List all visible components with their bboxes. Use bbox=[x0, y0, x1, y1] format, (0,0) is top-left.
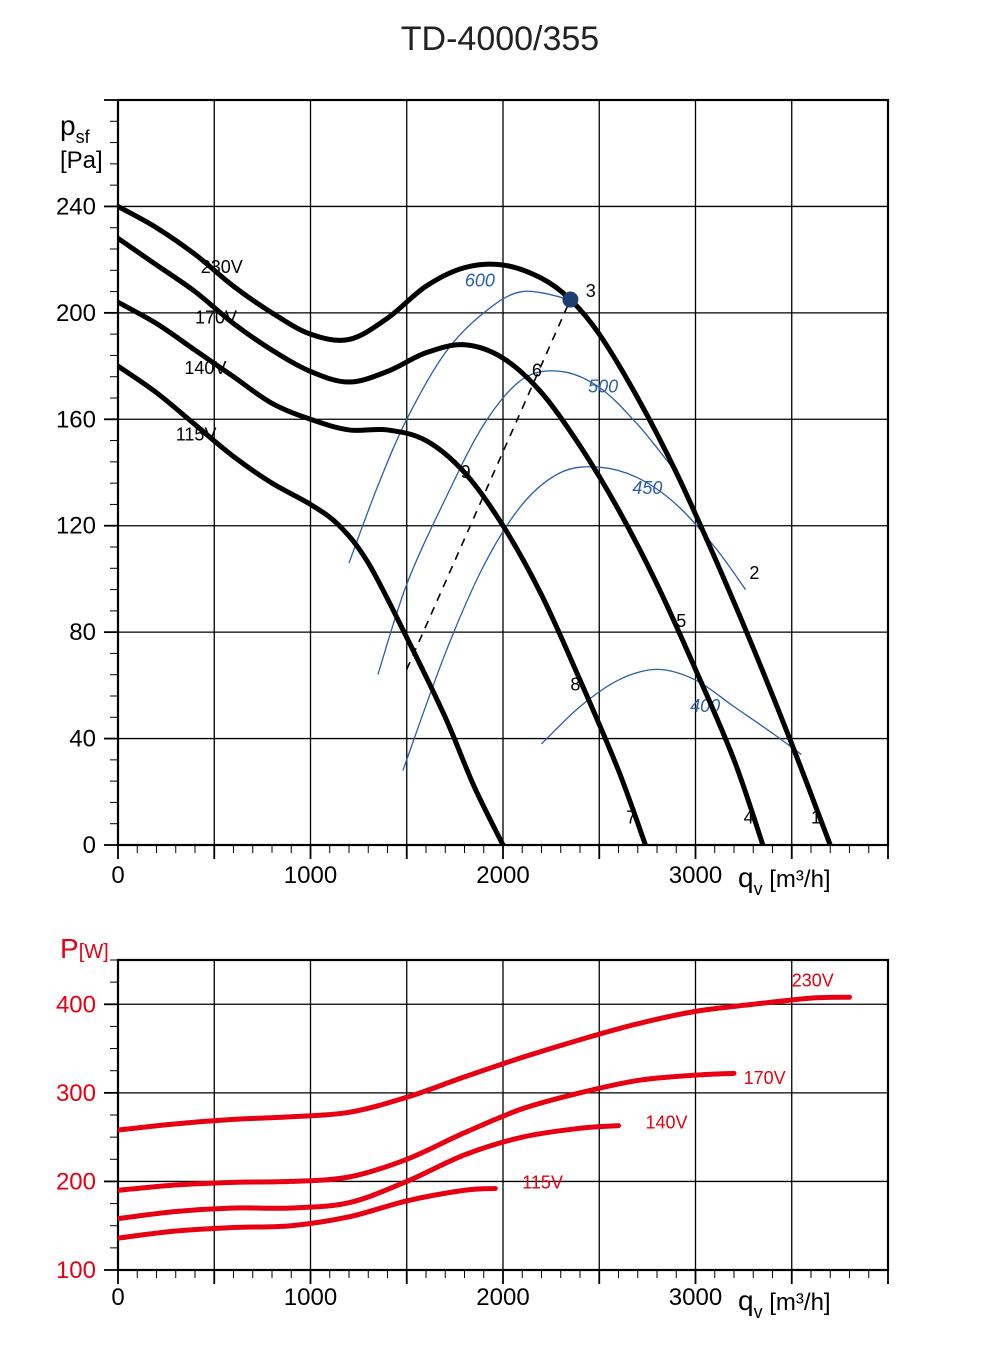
y-tick-label: 200 bbox=[56, 300, 96, 327]
x-axis-label: qv [m³/h] bbox=[738, 862, 831, 899]
voltage-label: 115V bbox=[522, 1173, 563, 1193]
y-tick-label: 200 bbox=[56, 1168, 96, 1195]
curve-point-label: 7 bbox=[626, 808, 636, 828]
operating-point-marker bbox=[562, 292, 578, 308]
x-tick-label: 2000 bbox=[476, 1284, 529, 1311]
power-chart: 0 1000 2000 3000 100 200 300 400 P[W] qv [m³/h] 23… bbox=[56, 933, 888, 1322]
curve-point-label: 8 bbox=[570, 675, 580, 695]
curve-point-label: 1 bbox=[811, 808, 821, 828]
voltage-label: 170V bbox=[744, 1068, 786, 1088]
voltage-label: 140V bbox=[645, 1112, 687, 1132]
voltage-label: 230V bbox=[792, 971, 834, 991]
y-tick-label: 160 bbox=[56, 406, 96, 433]
voltage-label: 230V bbox=[201, 257, 243, 277]
iso-curve-label: 450 bbox=[632, 478, 662, 498]
iso-power-curve bbox=[378, 371, 676, 675]
pressure-chart: 0 1000 2000 3000 0 40 80 120 160 200 240 psf[Pa] qv … bbox=[56, 100, 888, 899]
y-tick-label: 0 bbox=[83, 832, 96, 859]
y-tick-label: 400 bbox=[56, 991, 96, 1018]
y-tick-label: 100 bbox=[56, 1257, 96, 1284]
x-tick-label: 0 bbox=[111, 1284, 124, 1311]
chart-svg: TD-4000/35501000200030000408012016020024… bbox=[0, 0, 1000, 1342]
chart-title: TD-4000/355 bbox=[401, 20, 599, 58]
curve-point-label: 3 bbox=[586, 281, 596, 301]
voltage-label: 115V bbox=[176, 425, 217, 445]
y-axis-unit: [Pa] bbox=[60, 147, 103, 174]
pressure-curve bbox=[118, 302, 645, 845]
x-tick-label: 3000 bbox=[669, 1284, 722, 1311]
curve-point-label: 4 bbox=[744, 808, 754, 828]
voltage-label: 140V bbox=[184, 358, 226, 378]
system-line bbox=[407, 300, 571, 670]
y-tick-label: 120 bbox=[56, 513, 96, 540]
y-axis-label: psf bbox=[60, 110, 91, 147]
curve-point-label: 6 bbox=[532, 361, 542, 381]
chart-container: TD-4000/35501000200030000408012016020024… bbox=[0, 0, 1000, 1342]
curve-point-label: 5 bbox=[676, 611, 686, 631]
x-tick-label: 0 bbox=[111, 862, 124, 889]
curve-point-label: 2 bbox=[749, 563, 759, 583]
y-tick-label: 300 bbox=[56, 1080, 96, 1107]
iso-curve-label: 600 bbox=[465, 270, 495, 290]
x-tick-label: 1000 bbox=[284, 862, 337, 889]
y-tick-label: 240 bbox=[56, 193, 96, 220]
y-axis-label: P[W] bbox=[60, 933, 109, 964]
y-tick-label: 80 bbox=[69, 619, 96, 646]
iso-curve-label: 500 bbox=[588, 377, 618, 397]
voltage-label: 170V bbox=[195, 308, 237, 328]
x-tick-label: 2000 bbox=[476, 862, 529, 889]
curve-point-label: 9 bbox=[461, 462, 471, 482]
power-curve bbox=[118, 997, 850, 1130]
x-axis-label: qv [m³/h] bbox=[738, 1285, 831, 1322]
x-tick-label: 1000 bbox=[284, 1284, 337, 1311]
x-tick-label: 3000 bbox=[669, 862, 722, 889]
y-tick-label: 40 bbox=[69, 726, 96, 753]
